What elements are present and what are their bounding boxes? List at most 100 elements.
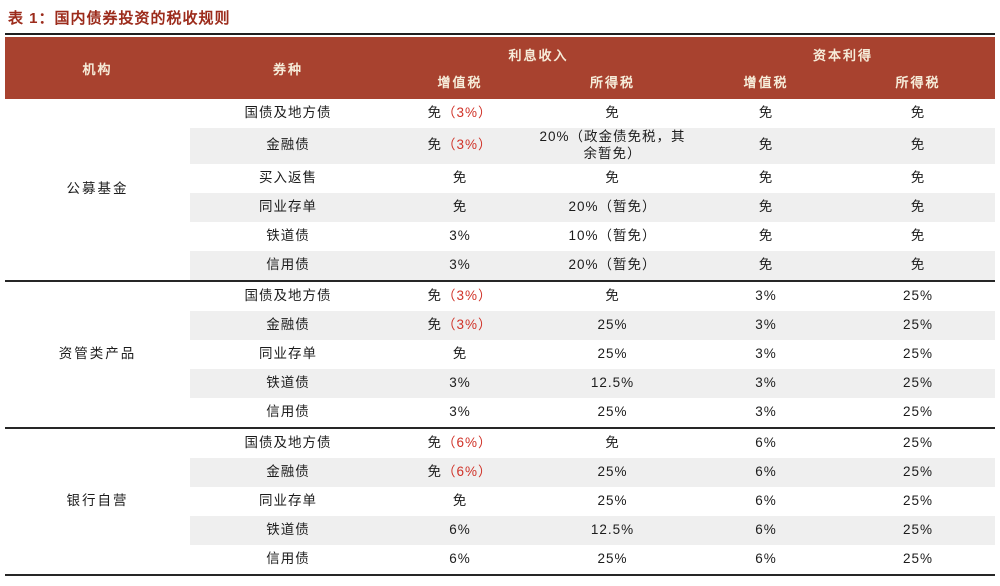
bond-type-cell: 信用债 xyxy=(266,403,310,419)
interest-vat-cell: 免（3%） xyxy=(386,99,534,128)
table-footer: 数据来源：税务总局，政府网站，华西证券研究所 注：标红部分为新规后的税收税率 xyxy=(0,576,1000,586)
capital-income-tax-cell: 免 xyxy=(910,227,926,243)
bond-type-cell: 同业存单 xyxy=(259,492,317,508)
interest-vat-cell: 6% xyxy=(386,545,534,575)
table-row: 金融债 免（6%） 25% 6% 25% xyxy=(5,457,996,487)
bond-type-cell: 铁道债 xyxy=(266,227,310,243)
bond-type-cell: 铁道债 xyxy=(190,368,386,398)
header-institution: 机构 xyxy=(5,37,190,99)
institution-cell: 资管类产品 xyxy=(5,279,190,428)
table-row: 信用债 6% 25% 6% 25% xyxy=(5,545,995,575)
interest-income-tax-cell: 免 xyxy=(605,105,620,121)
capital-income-tax-cell: 25% xyxy=(903,550,934,566)
capital-vat-cell: 3% xyxy=(755,345,777,361)
capital-vat-cell: 免 xyxy=(758,169,774,185)
interest-vat-cell: 3% xyxy=(386,368,534,398)
header-interest-income: 利息收入 xyxy=(386,37,692,67)
interest-income-tax-cell: 12.5% xyxy=(534,515,692,545)
interest-income-tax-cell: 20%（暂免） xyxy=(534,192,692,222)
vat-value: 免 xyxy=(427,316,442,332)
bond-type-cell: 信用债 xyxy=(266,550,310,566)
header-capital-income-tax: 所得税 xyxy=(841,67,996,99)
header-capital-gains: 资本利得 xyxy=(691,37,996,67)
institution-cell: 银行自营 xyxy=(5,426,190,575)
interest-income-tax-cell: 免 xyxy=(534,279,692,311)
capital-vat-cell: 6% xyxy=(691,457,842,487)
capital-income-tax-cell: 25% xyxy=(841,279,996,311)
table-row: 铁道债 3% 10%（暂免） 免 免 xyxy=(5,222,995,251)
capital-vat-cell: 免 xyxy=(758,105,774,121)
table-row: 铁道债 3% 12.5% 3% 25% xyxy=(5,368,996,398)
interest-income-tax-cell: 25% xyxy=(534,310,692,340)
capital-income-tax-cell: 25% xyxy=(841,426,996,458)
bond-type-cell: 金融债 xyxy=(190,457,386,487)
capital-income-tax-cell: 25% xyxy=(903,403,934,419)
table-row: 金融债 免（3%） 20%（政金债免税，其余暂免）免免 xyxy=(5,128,996,164)
vat-value: 免 xyxy=(427,463,442,479)
capital-income-tax-cell: 25% xyxy=(841,515,996,545)
bond-type-cell: 铁道债 xyxy=(190,515,386,545)
capital-income-tax-cell: 25% xyxy=(903,492,934,508)
interest-income-tax-cell: 25% xyxy=(597,492,628,508)
table-row: 金融债 免（3%） 25% 3% 25% xyxy=(5,310,996,340)
institution-cell: 公募基金 xyxy=(5,99,190,281)
interest-vat-cell: 免（3%） xyxy=(386,310,534,340)
interest-income-tax-cell: 25% xyxy=(534,457,692,487)
interest-vat-cell: 免 xyxy=(386,340,534,369)
capital-vat-cell: 6% xyxy=(755,550,777,566)
table-row: 信用债 3% 25% 3% 25% xyxy=(5,398,995,428)
interest-vat-cell: 免（6%） xyxy=(386,457,534,487)
interest-income-tax-cell: 20%（暂免） xyxy=(534,250,692,281)
vat-value: 3% xyxy=(449,256,471,272)
capital-vat-cell: 3% xyxy=(755,403,777,419)
vat-value: 3% xyxy=(449,227,471,243)
bond-type-cell: 国债及地方债 xyxy=(244,105,332,121)
table-row: 信用债 3% 20%（暂免）免免 xyxy=(5,250,996,281)
capital-vat-cell: 免 xyxy=(691,192,842,222)
interest-income-tax-cell: 12.5% xyxy=(534,368,692,398)
capital-vat-cell: 6% xyxy=(755,492,777,508)
interest-income-tax-cell: 20%（政金债免税，其余暂免） xyxy=(534,128,692,164)
tax-rules-table: 机构 券种 利息收入 资本利得 增值税 所得税 增值税 所得税 公募基金国债及地… xyxy=(5,37,996,576)
interest-vat-cell: 免 xyxy=(386,192,534,222)
new-rule-rate: （6%） xyxy=(441,463,493,479)
new-rule-rate: （3%） xyxy=(441,137,493,153)
interest-income-tax-cell: 免 xyxy=(605,169,620,185)
interest-income-tax-cell: 免 xyxy=(534,426,692,458)
capital-vat-cell: 6% xyxy=(691,426,842,458)
bond-type-cell: 国债及地方债 xyxy=(190,426,386,458)
bond-type-cell: 金融债 xyxy=(190,128,386,164)
vat-value: 免 xyxy=(452,345,468,361)
capital-vat-cell: 3% xyxy=(691,310,842,340)
interest-income-tax-cell: 10%（暂免） xyxy=(568,227,657,243)
interest-vat-cell: 免 xyxy=(386,164,534,193)
header-capital-vat: 增值税 xyxy=(691,67,842,99)
capital-vat-cell: 6% xyxy=(691,515,842,545)
capital-income-tax-cell: 免 xyxy=(910,105,926,121)
vat-value: 3% xyxy=(449,374,471,390)
capital-income-tax-cell: 免 xyxy=(841,128,996,164)
new-rule-rate: （3%） xyxy=(441,287,493,303)
interest-vat-cell: 3% xyxy=(386,398,534,428)
new-rule-rate: （3%） xyxy=(441,105,493,121)
vat-value: 免 xyxy=(427,105,442,121)
bond-type-cell: 金融债 xyxy=(190,310,386,340)
capital-income-tax-cell: 25% xyxy=(841,457,996,487)
vat-value: 3% xyxy=(449,403,471,419)
vat-value: 6% xyxy=(449,521,471,537)
vat-value: 免 xyxy=(427,434,442,450)
top-rule xyxy=(5,33,995,35)
capital-vat-cell: 免 xyxy=(758,227,774,243)
table-row: 银行自营 国债及地方债 免（6%）免 6% 25% xyxy=(5,426,996,575)
capital-income-tax-cell: 免 xyxy=(910,169,926,185)
interest-vat-cell: 免（3%） xyxy=(386,279,534,311)
interest-vat-cell: 免 xyxy=(386,487,534,516)
capital-vat-cell: 3% xyxy=(691,279,842,311)
header-bond-type: 券种 xyxy=(190,37,386,99)
bond-type-cell: 买入返售 xyxy=(259,169,317,185)
table-header: 机构 券种 利息收入 资本利得 增值税 所得税 增值税 所得税 xyxy=(5,37,996,99)
vat-value: 6% xyxy=(449,550,471,566)
vat-value: 免 xyxy=(452,492,468,508)
vat-value: 免 xyxy=(452,169,468,185)
